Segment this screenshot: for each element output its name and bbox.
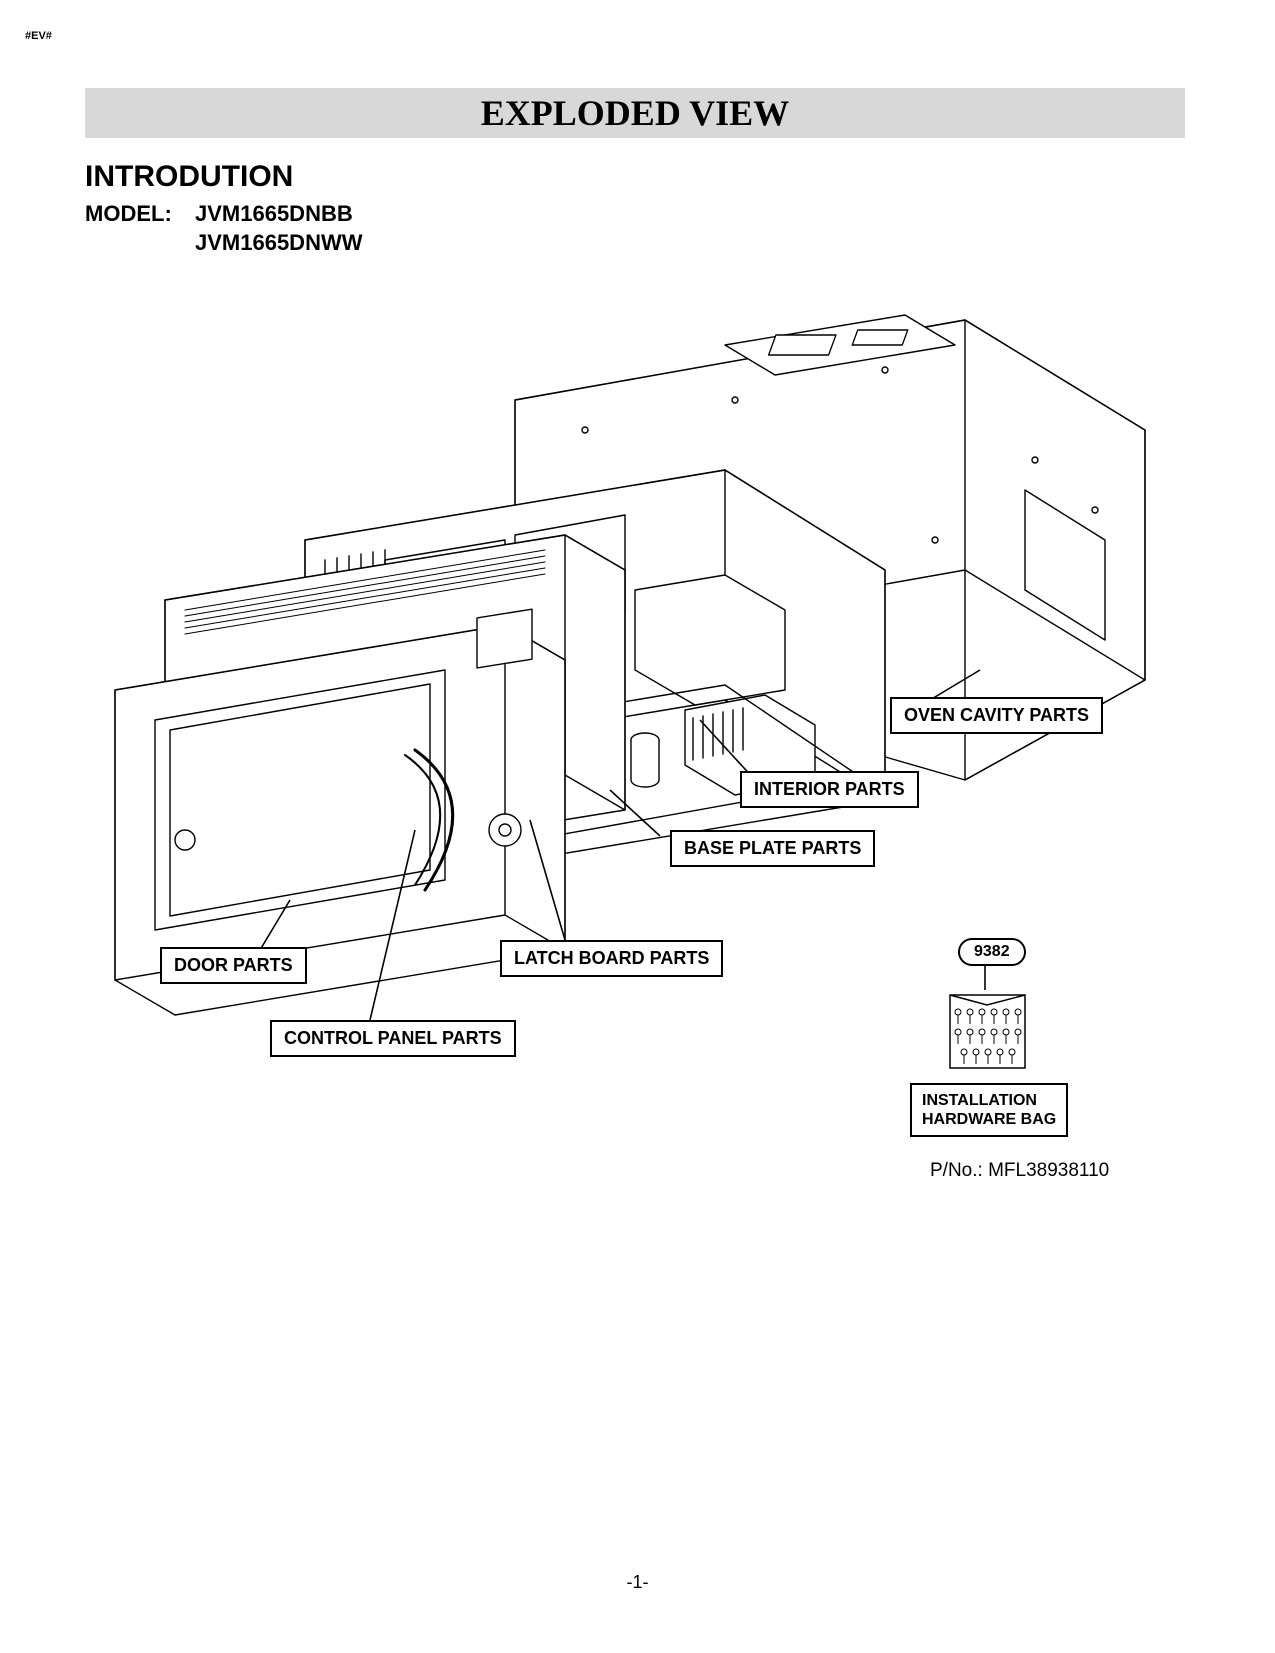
callout-control-panel: CONTROL PANEL PARTS — [270, 1020, 516, 1057]
page-title-bar: EXPLODED VIEW — [85, 88, 1185, 138]
callout-part-ref: 9382 — [958, 938, 1026, 966]
page-number: -1- — [0, 1572, 1275, 1593]
model-2: JVM1665DNWW — [195, 229, 362, 258]
callout-base-plate: BASE PLATE PARTS — [670, 830, 875, 867]
model-label: MODEL: — [85, 200, 195, 229]
model-block: MODEL: JVM1665DNBB JVM1665DNWW — [85, 200, 362, 257]
callout-door: DOOR PARTS — [160, 947, 307, 984]
callout-interior: INTERIOR PARTS — [740, 771, 919, 808]
corner-tag: #EV# — [25, 30, 52, 42]
page-title: EXPLODED VIEW — [481, 92, 789, 134]
hardware-bag-icon — [940, 990, 1035, 1080]
callout-oven-cavity: OVEN CAVITY PARTS — [890, 697, 1103, 734]
section-heading: INTRODUTION — [85, 160, 293, 194]
model-1: JVM1665DNBB — [195, 200, 353, 229]
part-number: P/No.: MFL38938110 — [930, 1160, 1109, 1182]
model-spacer — [85, 229, 195, 258]
callout-latch-board: LATCH BOARD PARTS — [500, 940, 723, 977]
callout-hardware-bag: INSTALLATION HARDWARE BAG — [910, 1083, 1068, 1137]
